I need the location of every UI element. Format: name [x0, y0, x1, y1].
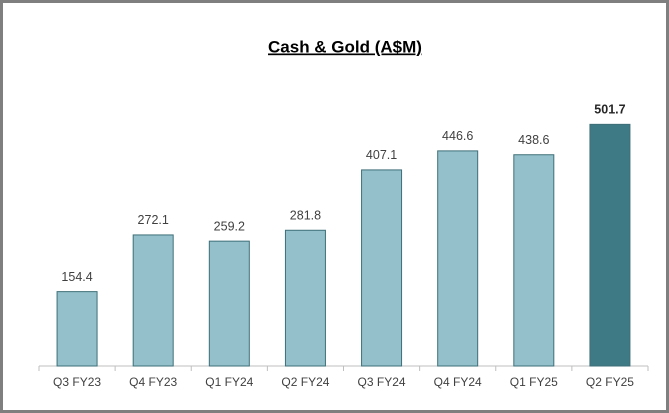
- value-label: 281.8: [290, 209, 321, 223]
- bar: [513, 154, 555, 367]
- bar: [208, 240, 250, 367]
- x-tick-label: Q2 FY24: [281, 375, 329, 389]
- bar: [361, 169, 403, 367]
- value-label: 259.2: [214, 219, 245, 233]
- bar: [284, 229, 326, 367]
- value-label: 272.1: [138, 213, 169, 227]
- value-label: 501.7: [594, 103, 625, 117]
- bar: [132, 234, 174, 367]
- value-label: 438.6: [518, 133, 549, 147]
- value-label: 407.1: [366, 148, 397, 162]
- value-label: 446.6: [442, 129, 473, 143]
- x-tick-label: Q2 FY25: [586, 375, 634, 389]
- x-tick-label: Q1 FY25: [510, 375, 558, 389]
- x-tick-label: Q4 FY23: [129, 375, 177, 389]
- value-label: 154.4: [61, 270, 92, 284]
- x-tick-label: Q3 FY24: [358, 375, 406, 389]
- chart-title: Cash & Gold (A$M): [268, 37, 422, 56]
- x-tick-label: Q3 FY23: [53, 375, 101, 389]
- x-tick-label: Q1 FY24: [205, 375, 253, 389]
- bar: [437, 150, 479, 367]
- bar: [589, 123, 631, 367]
- bar: [56, 291, 98, 367]
- x-tick-label: Q4 FY24: [434, 375, 482, 389]
